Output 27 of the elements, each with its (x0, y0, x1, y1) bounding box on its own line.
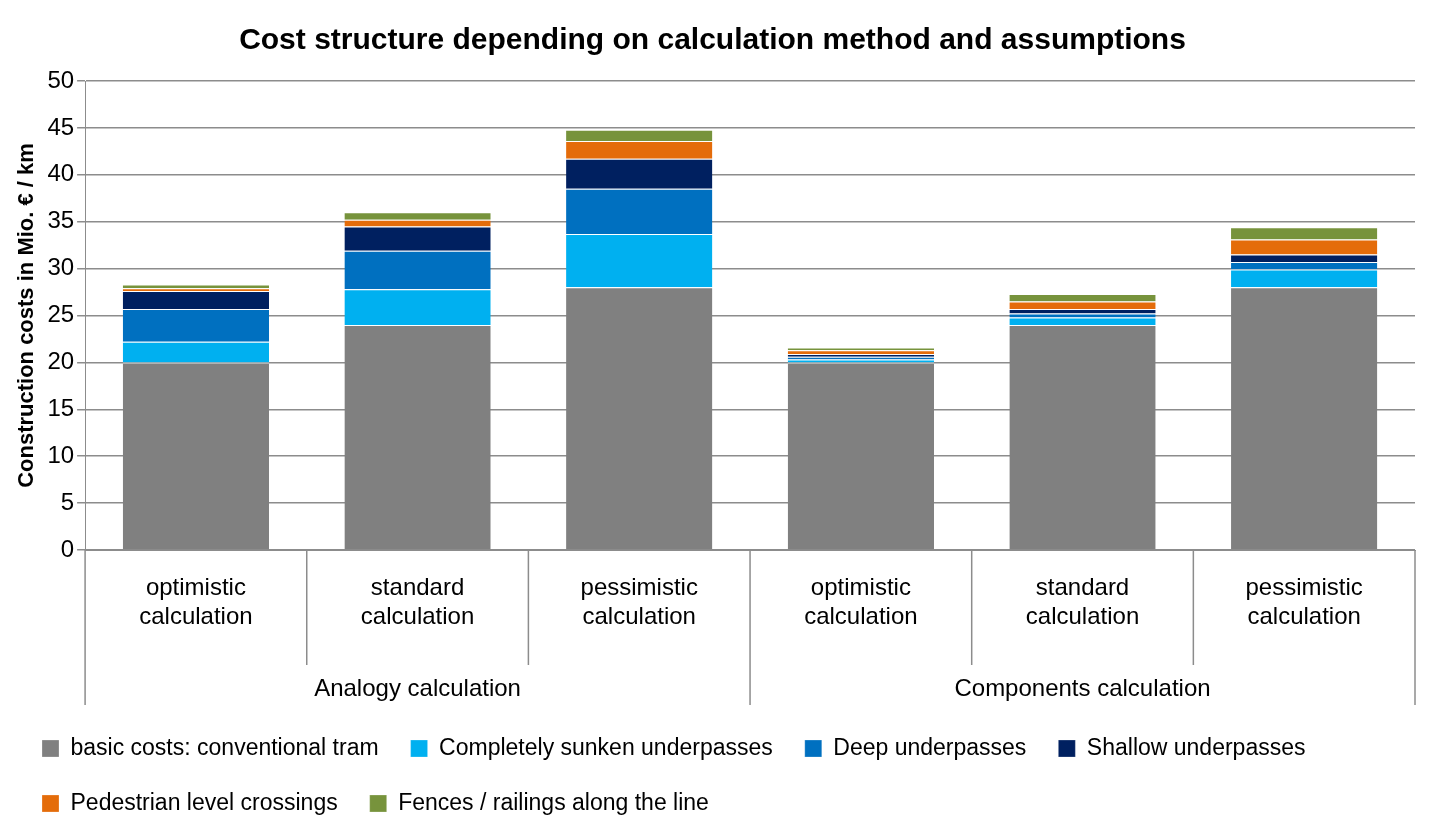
y-tick-label: 35 (47, 206, 75, 234)
legend-label: Fences / railings along the line (398, 788, 709, 815)
y-tick-label: 45 (47, 112, 75, 140)
x-tick-label: optimistic calculation (139, 573, 253, 629)
y-tick-label: 50 (47, 65, 75, 93)
y-axis-title: Construction costs in Mio. € / km (13, 143, 39, 488)
y-tick-label: 25 (47, 300, 75, 328)
legend-label: Pedestrian level crossings (70, 788, 338, 815)
x-tick-label: optimistic calculation (804, 573, 918, 629)
x-tick-label: standard calculation (360, 573, 475, 629)
y-tick-label: 30 (47, 253, 75, 281)
legend-label: Completely sunken underpasses (439, 733, 773, 760)
legend-label: Shallow underpasses (1086, 733, 1306, 760)
y-tick-label: 0 (60, 534, 75, 562)
legend-label: basic costs: conventional tram (70, 733, 379, 760)
y-tick-label: 5 (60, 487, 75, 515)
x-tick-label: pessimistic calculation (580, 573, 698, 629)
text: Components calculation (954, 673, 1211, 701)
y-tick-label: 15 (47, 393, 75, 421)
text: Analogy calculation (314, 673, 521, 701)
chart-title: Cost structure depending on calculation method and assumptions (239, 22, 1186, 56)
y-tick-label: 20 (47, 347, 75, 375)
x-tick-label: standard calculation (1025, 573, 1140, 629)
x-tick-label: pessimistic calculation (1245, 573, 1363, 629)
y-tick-label: 40 (47, 159, 75, 187)
legend-label: Deep underpasses (833, 733, 1027, 760)
y-tick-label: 10 (47, 440, 75, 468)
